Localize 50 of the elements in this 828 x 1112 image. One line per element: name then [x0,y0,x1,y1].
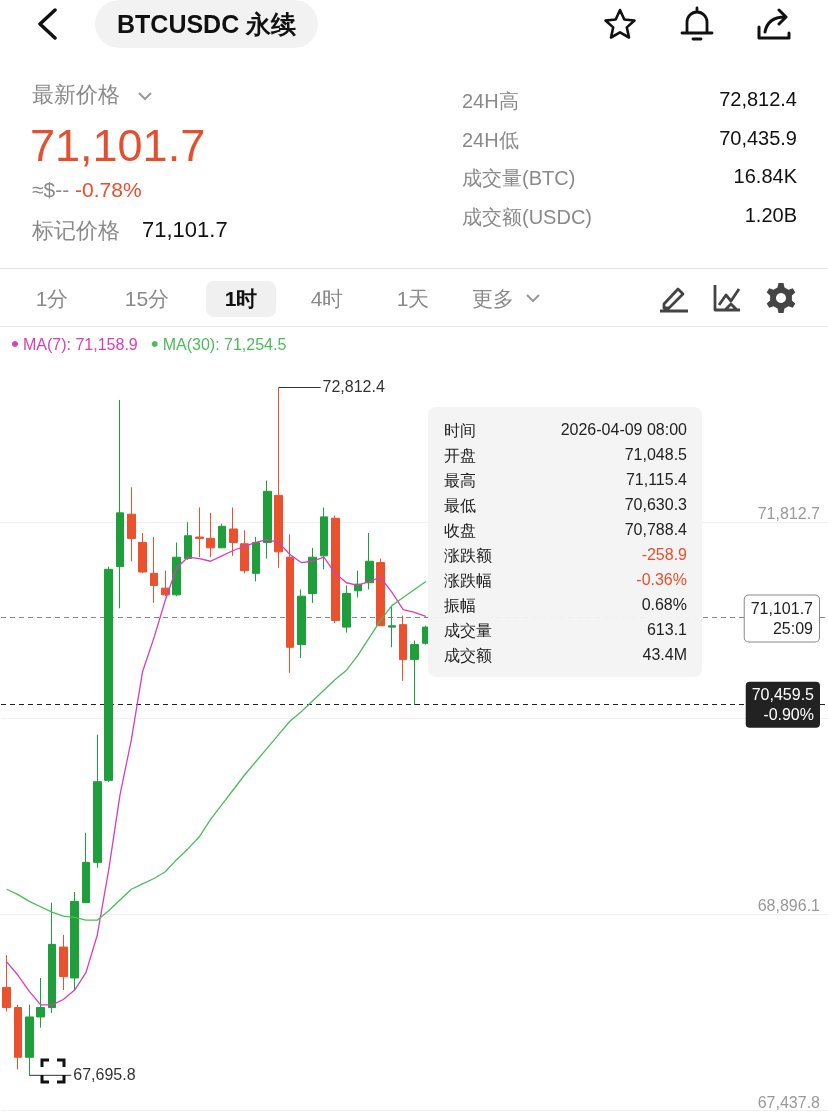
text: 24H低 [462,127,519,153]
text: 标记价格 [32,217,120,245]
text: ≈$-- [32,178,70,201]
text: 70,788.4 [624,521,687,539]
text: 1.20B [744,203,797,227]
ref-line-label: 71,101.7 25:09 [750,599,814,637]
text: 涨跌额 [444,546,492,566]
text: 72,812.4 [719,88,797,111]
y-tick-label: 67,437.8 [757,1093,821,1111]
text: 最新价格 [32,81,120,109]
text: 70,630.3 [624,496,687,514]
text: 16.84K [733,165,797,188]
text: 成交量 [444,621,492,641]
text: 70,435.9 [719,126,797,150]
y-tick-label: 71,812.7 [757,505,821,523]
text: 1时 [206,281,276,317]
text: 更多 [471,286,515,312]
text: 0.68% [641,596,687,614]
annotation: 72,812.4 [322,378,385,396]
text: 收盘 [444,521,476,541]
text: -258.9 [641,546,687,564]
text: 1天 [395,286,431,312]
ref-line-label: 70,459.5 -0.90% [751,686,815,724]
text: 振幅 [444,596,476,616]
text: 71,101.7 [30,120,206,172]
text: 4时 [309,286,345,312]
text: 24H高 [462,89,519,114]
text: 成交量(BTC) [462,166,576,191]
chart-title: BTCUSDC 永续 [95,0,319,48]
text: 43.4M [642,646,687,664]
text: 71,115.4 [625,471,687,489]
text: 2026-04-09 08:00 [560,421,687,439]
text: 涨跌幅 [444,571,492,591]
text: 71,048.5 [624,446,687,464]
text: 1分 [34,286,70,312]
y-tick-label: 68,896.1 [757,897,821,915]
text: 时间 [444,421,476,441]
text: 最低 [444,496,476,516]
text: -0.36% [636,571,687,589]
annotation: 67,695.8 [73,1065,136,1083]
text: 成交额(USDC) [462,204,592,230]
text: 613.1 [646,621,687,639]
text: 成交额 [444,646,492,666]
legend-label: MA(7): 71,158.9 [23,335,138,353]
text: 开盘 [444,446,476,466]
text: 最高 [444,471,476,491]
text: 15分 [123,286,171,312]
text: 71,101.7 [142,217,228,243]
legend-label: MA(30): 71,254.5 [162,335,287,353]
text: -0.78% [74,178,142,201]
